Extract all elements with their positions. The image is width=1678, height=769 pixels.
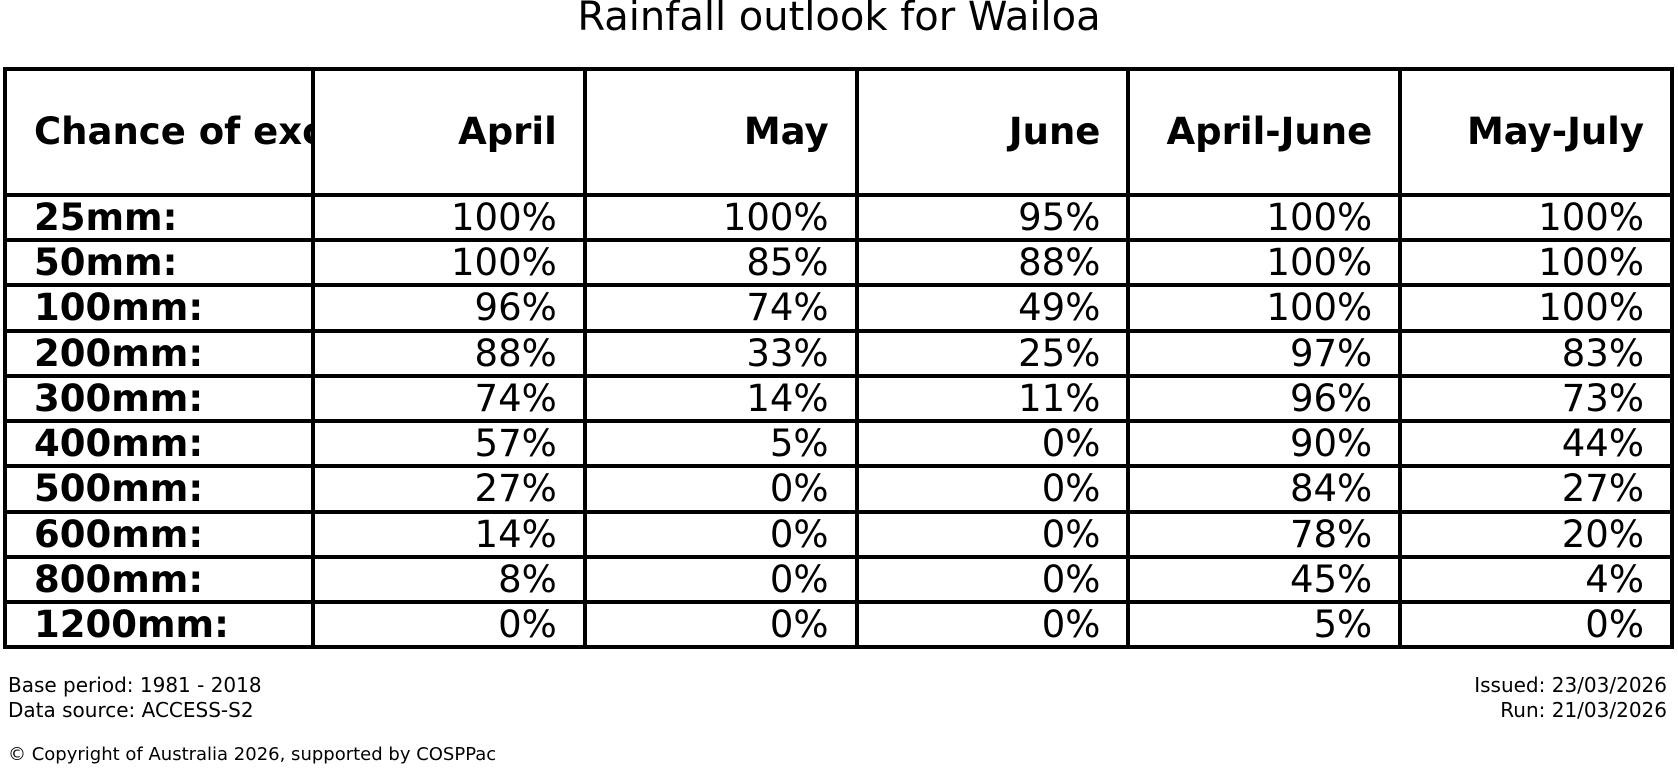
chance-value-cell: 14% (311, 509, 587, 559)
chance-value-cell: 100% (1126, 238, 1403, 288)
threshold-label: 800mm: (3, 554, 315, 604)
table-row: 50mm: 100% 85% 88% 100% 100% (3, 238, 1674, 288)
threshold-label: 50mm: (3, 238, 315, 288)
chance-value-cell: 100% (311, 192, 587, 243)
chance-value-cell: 0% (854, 599, 1131, 650)
chance-value-cell: 96% (311, 283, 587, 333)
chance-value-cell: 74% (311, 373, 587, 424)
chance-value-cell: 4% (1398, 554, 1674, 604)
chance-value-cell: 57% (311, 419, 587, 469)
table-row: 500mm: 27% 0% 0% 84% 27% (3, 464, 1674, 514)
rainfall-table-body: 25mm: 100% 100% 95% 100% 100% 50mm: 100% 85% 88% 1… (3, 192, 1674, 650)
page-title: Rainfall outlook for Wailoa (577, 0, 1101, 40)
chance-value-cell: 0% (311, 599, 587, 650)
chance-value-cell: 97% (1126, 328, 1403, 378)
data-source-text: Data source: ACCESS-S2 (8, 698, 254, 722)
chance-value-cell: 27% (311, 464, 587, 514)
table-row: 200mm: 88% 33% 25% 97% 83% (3, 328, 1674, 378)
table-row: 400mm: 57% 5% 0% 90% 44% (3, 419, 1674, 469)
threshold-label: 100mm: (3, 283, 315, 333)
chance-value-cell: 0% (582, 554, 859, 604)
threshold-label: 600mm: (3, 509, 315, 559)
threshold-label: 200mm: (3, 328, 315, 378)
chance-value-cell: 95% (854, 192, 1131, 243)
chance-value-cell: 100% (311, 238, 587, 288)
chance-value-cell: 100% (1398, 238, 1674, 288)
chance-value-cell: 8% (311, 554, 587, 604)
table-row: 1200mm: 0% 0% 0% 5% 0% (3, 599, 1674, 650)
threshold-label: 1200mm: (3, 599, 315, 650)
column-header-may: May (582, 67, 859, 197)
chance-value-cell: 85% (582, 238, 859, 288)
chance-value-cell: 83% (1398, 328, 1674, 378)
chance-value-cell: 100% (1126, 192, 1403, 243)
threshold-label: 300mm: (3, 373, 315, 424)
table-header-row: Chance of exceeding a threshold: April M… (3, 67, 1674, 197)
column-header-may-july: May-July (1398, 67, 1674, 197)
table-row: 800mm: 8% 0% 0% 45% 4% (3, 554, 1674, 604)
chance-value-cell: 0% (582, 599, 859, 650)
chance-value-cell: 49% (854, 283, 1131, 333)
chance-value-cell: 25% (854, 328, 1131, 378)
footer-right-block: Issued: 23/03/2026 Run: 21/03/2026 (1474, 673, 1667, 723)
chance-value-cell: 100% (1126, 283, 1403, 333)
chance-value-cell: 0% (582, 509, 859, 559)
issued-date-text: Issued: 23/03/2026 (1474, 673, 1667, 697)
threshold-label: 400mm: (3, 419, 315, 469)
chance-value-cell: 96% (1126, 373, 1403, 424)
rainfall-outlook-table: Chance of exceeding a threshold: April M… (3, 67, 1674, 650)
chance-value-cell: 74% (582, 283, 859, 333)
chance-value-cell: 0% (582, 464, 859, 514)
chance-value-cell: 90% (1126, 419, 1403, 469)
chance-value-cell: 0% (854, 464, 1131, 514)
chance-value-cell: 78% (1126, 509, 1403, 559)
chance-value-cell: 100% (582, 192, 859, 243)
chance-value-cell: 45% (1126, 554, 1403, 604)
table-row: 300mm: 74% 14% 11% 96% 73% (3, 373, 1674, 424)
chance-value-cell: 14% (582, 373, 859, 424)
threshold-label: 25mm: (3, 192, 315, 243)
chance-value-cell: 0% (854, 509, 1131, 559)
chance-value-cell: 73% (1398, 373, 1674, 424)
chance-value-cell: 20% (1398, 509, 1674, 559)
table-row: 600mm: 14% 0% 0% 78% 20% (3, 509, 1674, 559)
run-date-text: Run: 21/03/2026 (1500, 698, 1667, 722)
chance-value-cell: 88% (854, 238, 1131, 288)
chance-value-cell: 5% (1126, 599, 1403, 650)
chance-value-cell: 100% (1398, 283, 1674, 333)
chance-value-cell: 11% (854, 373, 1131, 424)
chance-value-cell: 84% (1126, 464, 1403, 514)
chance-value-cell: 44% (1398, 419, 1674, 469)
base-period-text: Base period: 1981 - 2018 (8, 673, 262, 697)
column-header-june: June (854, 67, 1131, 197)
chance-value-cell: 0% (854, 554, 1131, 604)
table-row: 100mm: 96% 74% 49% 100% 100% (3, 283, 1674, 333)
chance-value-cell: 0% (854, 419, 1131, 469)
chance-value-cell: 33% (582, 328, 859, 378)
footer-left-block: Base period: 1981 - 2018 Data source: AC… (8, 673, 262, 723)
chance-value-cell: 0% (1398, 599, 1674, 650)
threshold-label: 500mm: (3, 464, 315, 514)
threshold-column-header: Chance of exceeding a threshold: (3, 67, 315, 197)
chance-value-cell: 88% (311, 328, 587, 378)
chance-value-cell: 100% (1398, 192, 1674, 243)
copyright-text: © Copyright of Australia 2026, supported… (8, 744, 497, 765)
column-header-april: April (311, 67, 587, 197)
chance-value-cell: 5% (582, 419, 859, 469)
column-header-april-june: April-June (1126, 67, 1403, 197)
table-row: 25mm: 100% 100% 95% 100% 100% (3, 192, 1674, 243)
chance-value-cell: 27% (1398, 464, 1674, 514)
